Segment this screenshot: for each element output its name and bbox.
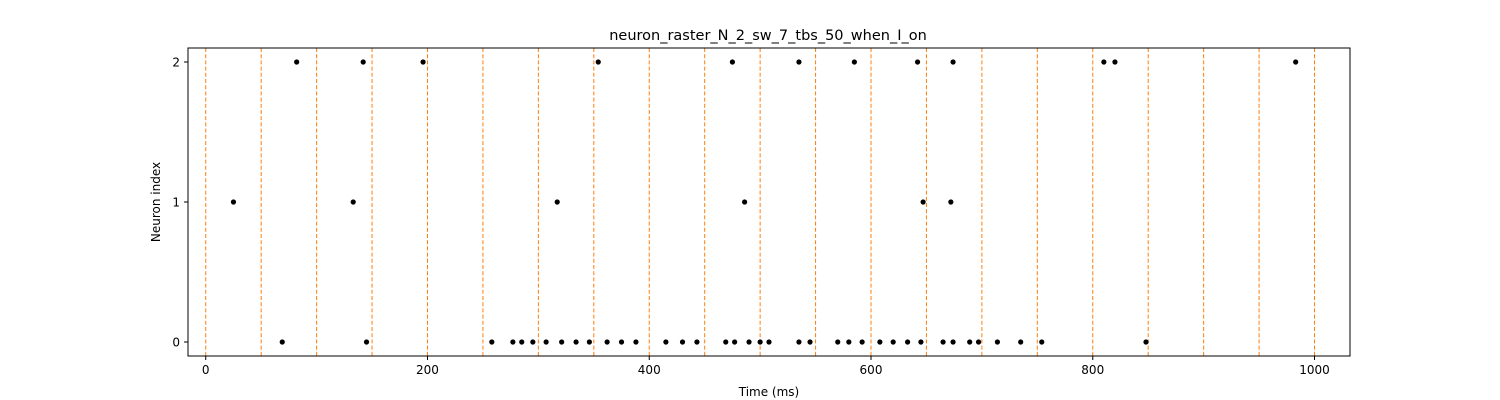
spike-n0-2 xyxy=(489,339,495,345)
x-tick-label-5: 1000 xyxy=(1299,363,1330,377)
spike-n2-11 xyxy=(1293,59,1299,65)
spike-n2-10 xyxy=(1112,59,1118,65)
spike-n0-1 xyxy=(363,339,370,345)
spike-n1-1 xyxy=(350,199,356,205)
x-tick-label-4: 800 xyxy=(1081,363,1104,377)
spike-n0-35 xyxy=(1018,339,1024,345)
spike-n2-8 xyxy=(950,59,956,65)
y-tick-label-0: 0 xyxy=(172,336,180,350)
spike-n0-0 xyxy=(279,339,285,345)
y-tick-label-1: 1 xyxy=(172,196,180,210)
spike-n1-0 xyxy=(230,199,237,205)
spike-n1-4 xyxy=(920,199,926,205)
spike-n0-29 xyxy=(918,339,924,345)
spike-n1-5 xyxy=(948,199,954,205)
spike-n0-32 xyxy=(967,339,973,345)
spike-n0-27 xyxy=(890,339,896,345)
spike-n0-28 xyxy=(904,339,911,345)
spike-n0-36 xyxy=(1039,339,1045,345)
spike-n0-9 xyxy=(586,339,592,345)
x-axis-label: Time (ms) xyxy=(738,385,800,399)
spike-n1-3 xyxy=(742,199,748,205)
chart-title: neuron_raster_N_2_sw_7_tbs_50_when_I_on xyxy=(609,28,927,44)
spike-n0-24 xyxy=(846,339,852,345)
spike-n2-1 xyxy=(360,59,366,65)
spike-n0-33 xyxy=(975,339,982,345)
spike-n0-17 xyxy=(732,339,738,345)
spike-n0-20 xyxy=(766,339,772,345)
spike-n0-19 xyxy=(757,339,763,345)
spike-n0-15 xyxy=(694,339,700,345)
points-layer xyxy=(230,59,1299,345)
y-axis: 0 1 2 xyxy=(172,56,188,350)
spike-n0-25 xyxy=(859,339,865,345)
spike-n0-8 xyxy=(573,339,579,345)
spike-n2-3 xyxy=(595,59,601,65)
spike-n0-3 xyxy=(510,339,516,345)
spike-n0-5 xyxy=(530,339,536,345)
spike-n0-37 xyxy=(1143,339,1149,345)
x-axis: 0 200 400 600 800 1000 xyxy=(202,356,1330,377)
spike-n2-4 xyxy=(729,59,736,65)
spike-n0-16 xyxy=(723,339,729,345)
x-tick-label-0: 0 xyxy=(202,363,210,377)
spike-n2-2 xyxy=(420,59,426,65)
spike-n0-6 xyxy=(543,339,549,345)
y-tick-label-2: 2 xyxy=(172,56,180,70)
spike-n0-23 xyxy=(835,339,841,345)
spike-n0-21 xyxy=(796,339,802,345)
x-tick-label-2: 400 xyxy=(638,363,661,377)
y-axis-label: Neuron index xyxy=(149,162,163,242)
spike-n0-7 xyxy=(559,339,565,345)
spike-n2-0 xyxy=(294,59,300,65)
vlines-layer xyxy=(205,48,1316,356)
spike-n0-12 xyxy=(633,339,639,345)
spike-n0-31 xyxy=(950,339,956,345)
spike-n0-22 xyxy=(807,339,813,345)
spike-n0-18 xyxy=(746,339,752,345)
spike-n0-10 xyxy=(604,339,610,345)
x-tick-label-3: 600 xyxy=(860,363,883,377)
spike-n2-6 xyxy=(851,59,857,65)
x-tick-label-1: 200 xyxy=(416,363,439,377)
spike-n2-5 xyxy=(796,59,802,65)
spike-n0-13 xyxy=(663,339,669,345)
spike-n0-14 xyxy=(679,339,686,345)
spike-n0-30 xyxy=(940,339,946,345)
spike-n0-26 xyxy=(877,339,883,345)
spike-n0-11 xyxy=(618,339,625,345)
spike-n0-4 xyxy=(519,339,525,345)
spike-n0-34 xyxy=(994,339,1001,345)
spike-n2-7 xyxy=(914,59,921,65)
spike-n1-2 xyxy=(554,199,560,205)
spike-n2-9 xyxy=(1101,59,1107,65)
